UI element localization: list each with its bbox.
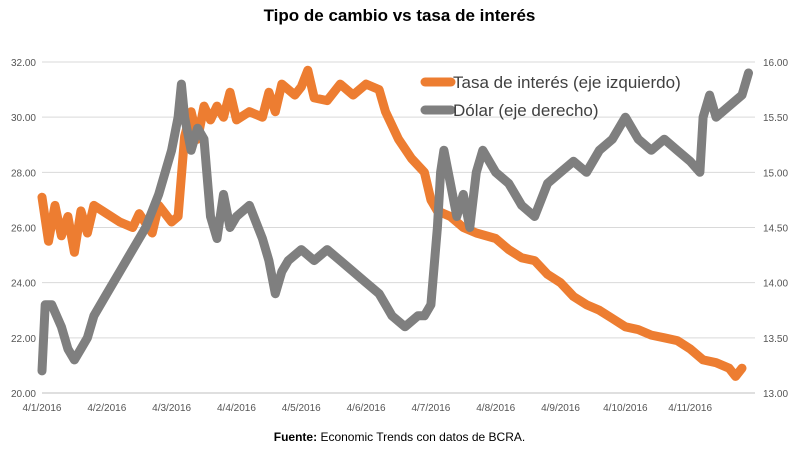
gridlines (42, 61, 755, 394)
right-axis-ticks: 13.00 13.50 14.00 14.50 15.00 15.50 16.00 (763, 58, 788, 400)
x-tick-label: 4/11/2016 (668, 403, 712, 414)
left-tick-label: 32.00 (11, 58, 36, 69)
legend: Tasa de interés (eje izquierdo) Dólar (ej… (420, 73, 681, 120)
left-tick-label: 24.00 (11, 279, 36, 290)
series-lines (37, 65, 753, 381)
right-tick-label: 15.50 (763, 113, 788, 124)
right-tick-label: 16.00 (763, 58, 788, 69)
right-tick-label: 13.00 (763, 389, 788, 400)
series-line-tasa (37, 65, 747, 381)
source-text: Economic Trends con datos de BCRA. (317, 430, 526, 444)
x-tick-label: 4/7/2016 (411, 403, 450, 414)
right-tick-label: 14.00 (763, 279, 788, 290)
left-tick-label: 20.00 (11, 389, 36, 400)
x-tick-label: 4/8/2016 (476, 403, 515, 414)
chart-title: Tipo de cambio vs tasa de interés (263, 6, 536, 25)
x-tick-label: 4/4/2016 (217, 403, 256, 414)
x-tick-label: 4/1/2016 (23, 403, 62, 414)
left-axis-ticks: 20.00 22.00 24.00 26.00 28.00 30.00 32.00 (11, 58, 36, 400)
source-note: Fuente: Economic Trends con datos de BCR… (0, 430, 799, 444)
x-tick-label: 4/3/2016 (152, 403, 191, 414)
series-line-dolar (37, 68, 753, 376)
x-tick-label: 4/10/2016 (603, 403, 648, 414)
legend-label: Dólar (eje derecho) (453, 101, 599, 120)
x-tick-label: 4/2/2016 (87, 403, 126, 414)
x-tick-label: 4/5/2016 (282, 403, 321, 414)
right-tick-label: 15.00 (763, 168, 788, 179)
left-tick-label: 28.00 (11, 168, 36, 179)
source-label: Fuente: (273, 430, 318, 444)
left-tick-label: 26.00 (11, 224, 36, 235)
right-tick-label: 13.50 (763, 334, 788, 345)
x-tick-label: 4/9/2016 (541, 403, 580, 414)
x-axis-ticks: 4/1/2016 4/2/2016 4/3/2016 4/4/2016 4/5/2016… (23, 403, 713, 414)
legend-label: Tasa de interés (eje izquierdo) (453, 73, 681, 92)
left-tick-label: 30.00 (11, 113, 36, 124)
right-tick-label: 14.50 (763, 224, 788, 235)
x-tick-label: 4/6/2016 (347, 403, 386, 414)
left-tick-label: 22.00 (11, 334, 36, 345)
